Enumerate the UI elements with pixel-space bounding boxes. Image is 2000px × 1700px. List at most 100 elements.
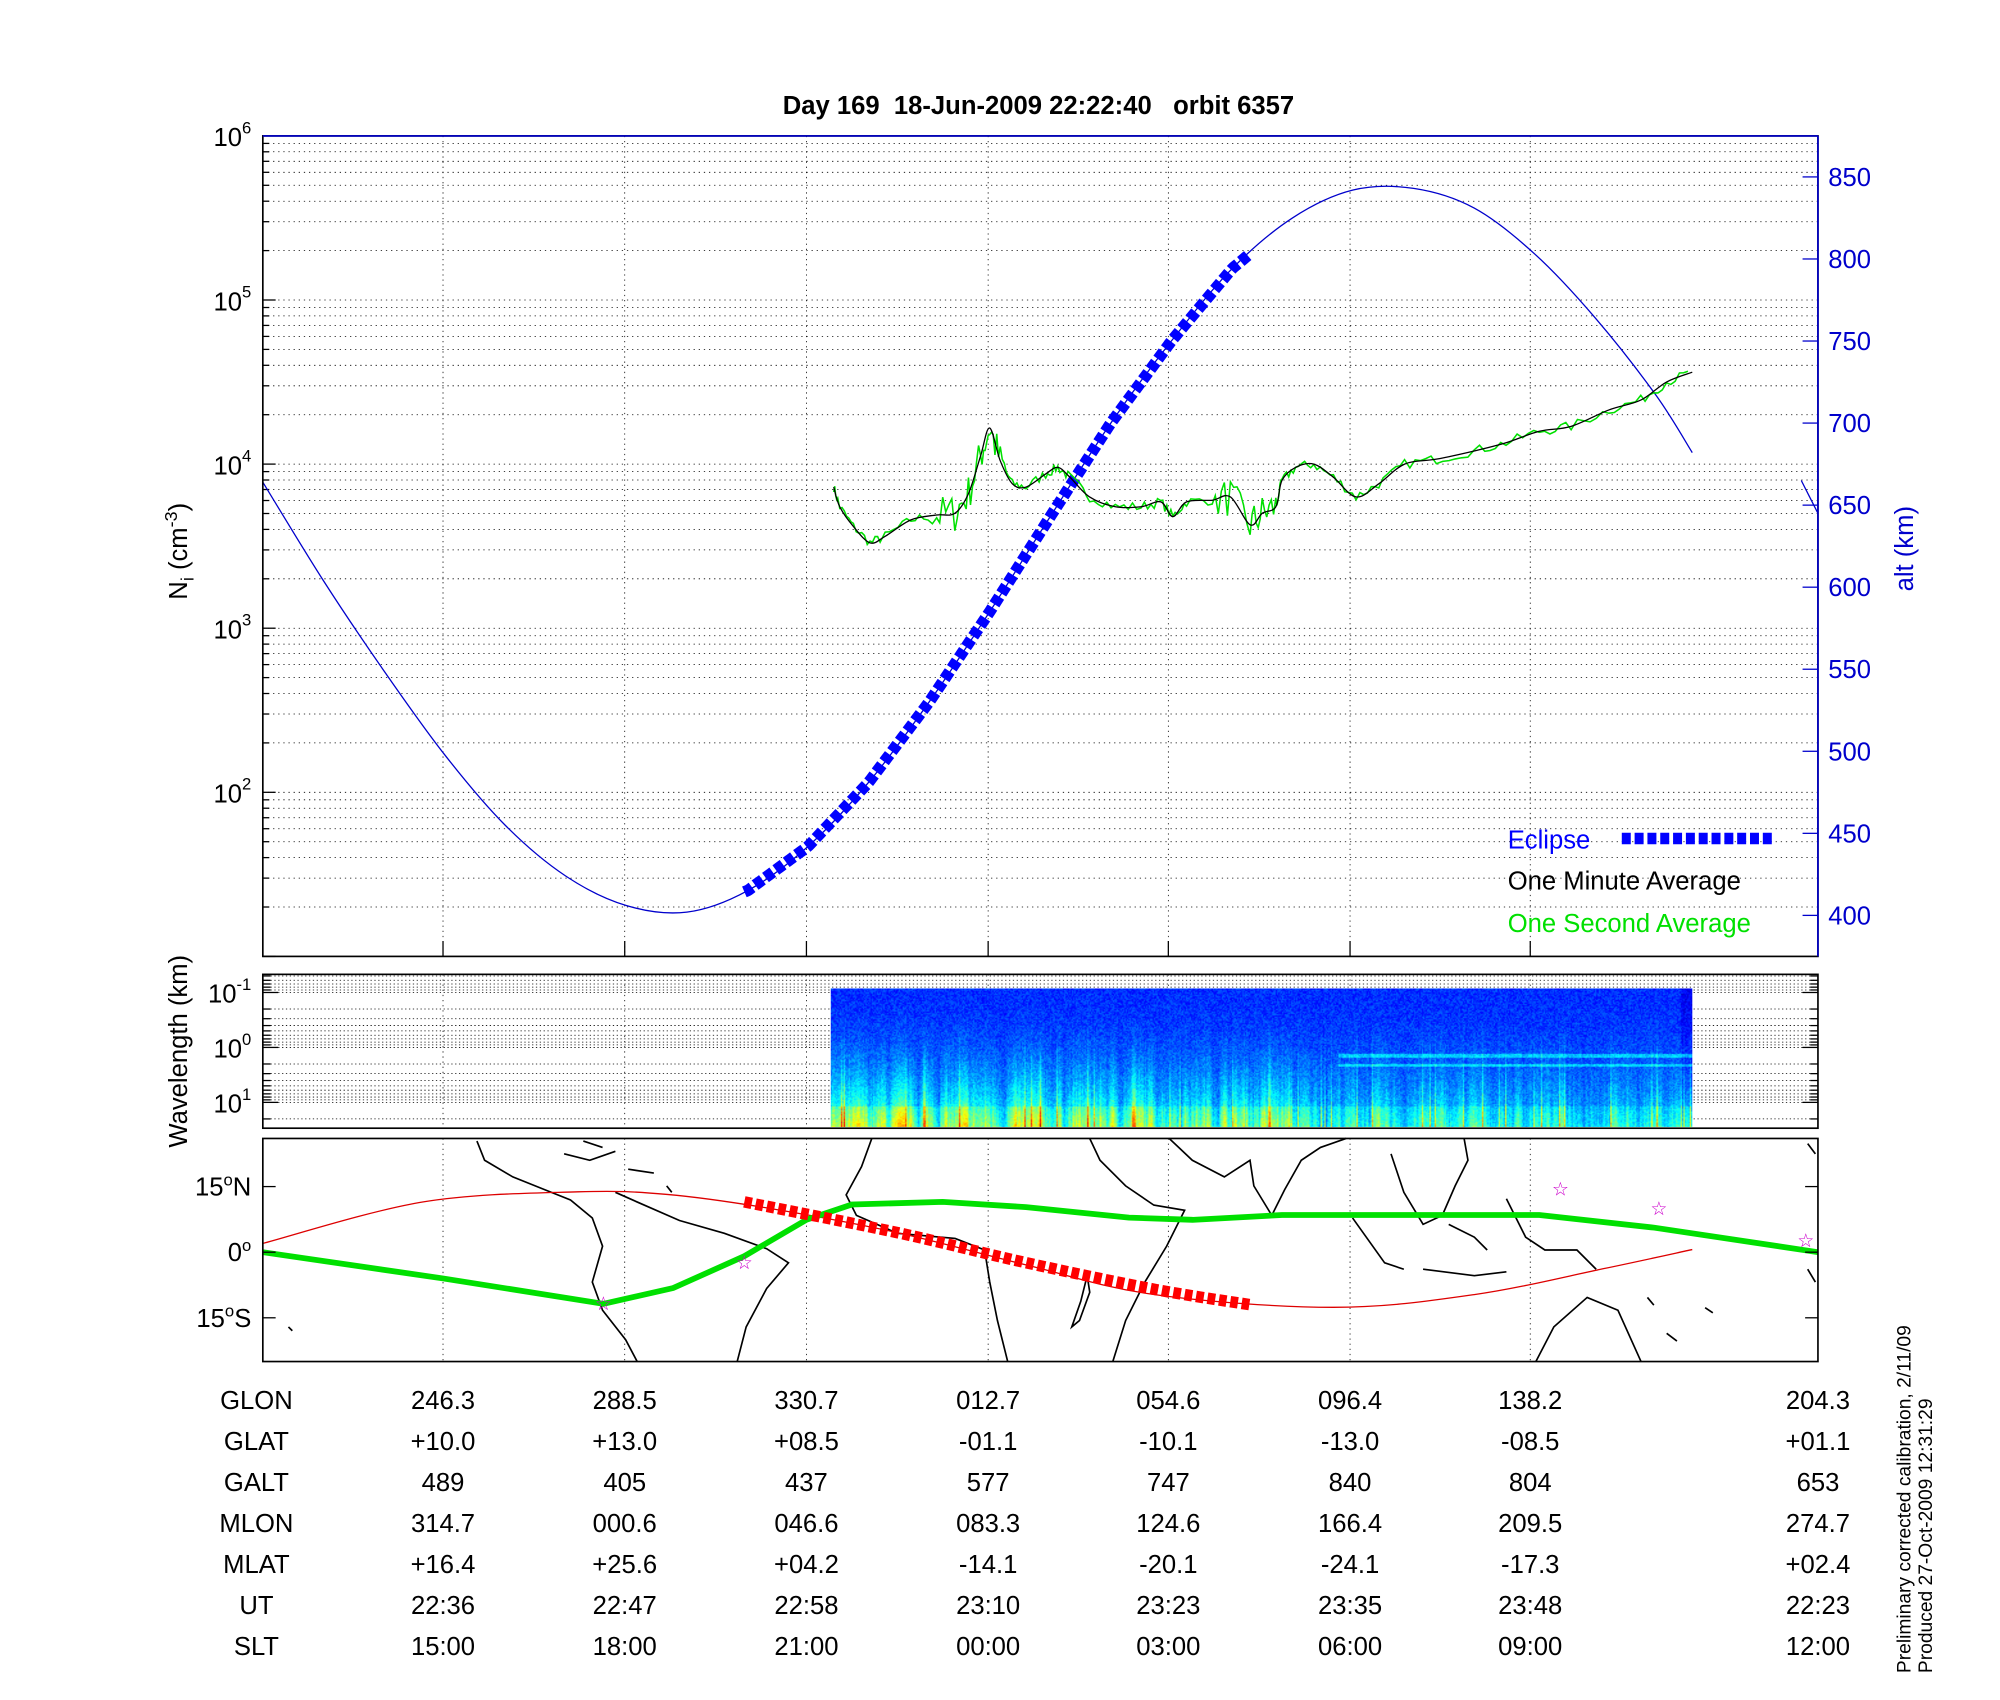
eclipse-segment bbox=[742, 251, 1252, 898]
tick-exponent: 3 bbox=[242, 611, 251, 630]
latitude-value: 15 bbox=[196, 1305, 225, 1333]
latitude-value: 0 bbox=[228, 1239, 242, 1267]
coastline-caribbean bbox=[563, 1140, 673, 1193]
density-plot-marks bbox=[262, 185, 1819, 914]
wavelength-tick-label: 10-1 bbox=[208, 975, 251, 1009]
hemisphere: N bbox=[233, 1174, 252, 1202]
table-cell: 22:47 bbox=[593, 1592, 657, 1620]
tick-base: 10 bbox=[214, 288, 243, 316]
table-cell: 246.3 bbox=[411, 1387, 475, 1415]
star-marker-icon: ☆ bbox=[736, 1253, 753, 1274]
table-cell: 22:36 bbox=[411, 1592, 475, 1620]
table-cell: 00:00 bbox=[956, 1633, 1020, 1661]
table-cell: 209.5 bbox=[1498, 1510, 1562, 1538]
table-cell: 046.6 bbox=[774, 1510, 838, 1538]
table-cell: 22:58 bbox=[774, 1592, 838, 1620]
tick-exponent: 5 bbox=[242, 282, 251, 301]
star-marker-icon: ☆ bbox=[1650, 1199, 1667, 1220]
table-cell: 330.7 bbox=[774, 1387, 838, 1415]
world-map-panel: ☆ ☆ ☆ ☆ ☆ bbox=[262, 1137, 1819, 1362]
altitude-tick-label: 850 bbox=[1828, 164, 1871, 192]
coastline-africa-east bbox=[1088, 1138, 1186, 1362]
table-cell: 23:48 bbox=[1498, 1592, 1562, 1620]
coastline-arabia-india bbox=[1168, 1137, 1347, 1218]
table-cell: -01.1 bbox=[959, 1428, 1017, 1456]
table-row-label: MLAT bbox=[223, 1551, 290, 1579]
spectrogram-image bbox=[830, 988, 1693, 1127]
wavelength-axis-label: Wavelength (km) bbox=[165, 955, 193, 1148]
table-cell: 12:00 bbox=[1786, 1633, 1850, 1661]
altitude-tick-label: 800 bbox=[1828, 246, 1871, 274]
tick-base: 10 bbox=[214, 781, 243, 809]
table-cell: 437 bbox=[785, 1469, 828, 1497]
table-cell: +04.2 bbox=[774, 1551, 839, 1579]
coastline-australia bbox=[1535, 1296, 1642, 1362]
density-tick-label: 102 bbox=[214, 775, 252, 809]
density-tick-label: 103 bbox=[214, 611, 252, 645]
altitude-line-next-orbit bbox=[1800, 480, 1819, 514]
table-cell: -20.1 bbox=[1139, 1551, 1197, 1579]
spectrogram-frame bbox=[261, 973, 1819, 1130]
altitude-tick-label: 750 bbox=[1828, 328, 1871, 356]
coastline-se-asia bbox=[1351, 1138, 1597, 1277]
tick-base: 10 bbox=[214, 124, 243, 152]
table-row-label: UT bbox=[239, 1592, 274, 1620]
table-cell: 288.5 bbox=[593, 1387, 657, 1415]
tick-base: 10 bbox=[214, 452, 243, 480]
table-cell: 124.6 bbox=[1136, 1510, 1200, 1538]
degree-symbol: o bbox=[225, 1302, 234, 1321]
table-cell: 747 bbox=[1147, 1469, 1190, 1497]
table-cell: -24.1 bbox=[1321, 1551, 1379, 1579]
table-cell: -10.1 bbox=[1139, 1428, 1197, 1456]
table-cell: -17.3 bbox=[1501, 1551, 1559, 1579]
altitude-tick-label: 450 bbox=[1828, 820, 1871, 848]
legend-eclipse-label: Eclipse bbox=[1508, 827, 1591, 855]
altitude-y-ticks: 850 800 750 700 650 600 550 500 450 400 bbox=[1802, 164, 1871, 930]
tick-base: 10 bbox=[214, 616, 243, 644]
calibration-note: Preliminary corrected calibration, 2/11/… bbox=[1894, 1325, 1915, 1673]
density-grid bbox=[262, 135, 1818, 1362]
table-cell: 21:00 bbox=[774, 1633, 838, 1661]
table-cell: +16.4 bbox=[411, 1551, 476, 1579]
tick-exponent: 0 bbox=[242, 1030, 251, 1049]
one-second-average-line bbox=[832, 370, 1689, 547]
altitude-line bbox=[262, 185, 1693, 914]
magnetic-equator-line bbox=[262, 1190, 1693, 1308]
degree-symbol: o bbox=[224, 1170, 233, 1189]
chart-title: Day 169 18-Jun-2009 22:22:40 orbit 6357 bbox=[783, 92, 1294, 120]
table-cell: -13.0 bbox=[1321, 1428, 1379, 1456]
table-cell: 166.4 bbox=[1318, 1510, 1382, 1538]
tick-exponent: 4 bbox=[242, 447, 251, 466]
tick-base: 10 bbox=[214, 1036, 243, 1064]
table-row-label: GLAT bbox=[224, 1428, 289, 1456]
table-cell: 15:00 bbox=[411, 1633, 475, 1661]
one-minute-average-line bbox=[833, 371, 1693, 544]
latitude-tick-label: 15oS bbox=[196, 1302, 251, 1333]
table-cell: +10.0 bbox=[411, 1428, 476, 1456]
tick-base: 10 bbox=[208, 981, 237, 1009]
table-cell: 840 bbox=[1329, 1469, 1372, 1497]
legend: Eclipse One Minute Average One Second Av… bbox=[1508, 827, 1772, 938]
map-tracks: ☆ ☆ ☆ ☆ ☆ bbox=[262, 1180, 1819, 1315]
legend-one-minute-label: One Minute Average bbox=[1508, 868, 1741, 896]
table-cell: +08.5 bbox=[774, 1428, 839, 1456]
tick-exponent: 2 bbox=[242, 775, 251, 794]
table-cell: +02.4 bbox=[1786, 1551, 1851, 1579]
table-cell: 314.7 bbox=[411, 1510, 475, 1538]
table-cell: -08.5 bbox=[1501, 1428, 1559, 1456]
table-cell: 22:23 bbox=[1786, 1592, 1850, 1620]
tick-exponent: -1 bbox=[236, 975, 251, 994]
table-cell: 096.4 bbox=[1318, 1387, 1382, 1415]
wavelength-tick-label: 100 bbox=[214, 1030, 252, 1064]
table-cell: 000.6 bbox=[593, 1510, 657, 1538]
table-cell: 18:00 bbox=[593, 1633, 657, 1661]
table-cell: 274.7 bbox=[1786, 1510, 1850, 1538]
table-cell: 06:00 bbox=[1318, 1633, 1382, 1661]
table-cell: 23:35 bbox=[1318, 1592, 1382, 1620]
table-cell: +01.1 bbox=[1786, 1428, 1851, 1456]
density-tick-label: 104 bbox=[214, 447, 252, 481]
table-cell: 23:10 bbox=[956, 1592, 1020, 1620]
density-axis-label: Ni (cm-3) bbox=[161, 503, 198, 600]
